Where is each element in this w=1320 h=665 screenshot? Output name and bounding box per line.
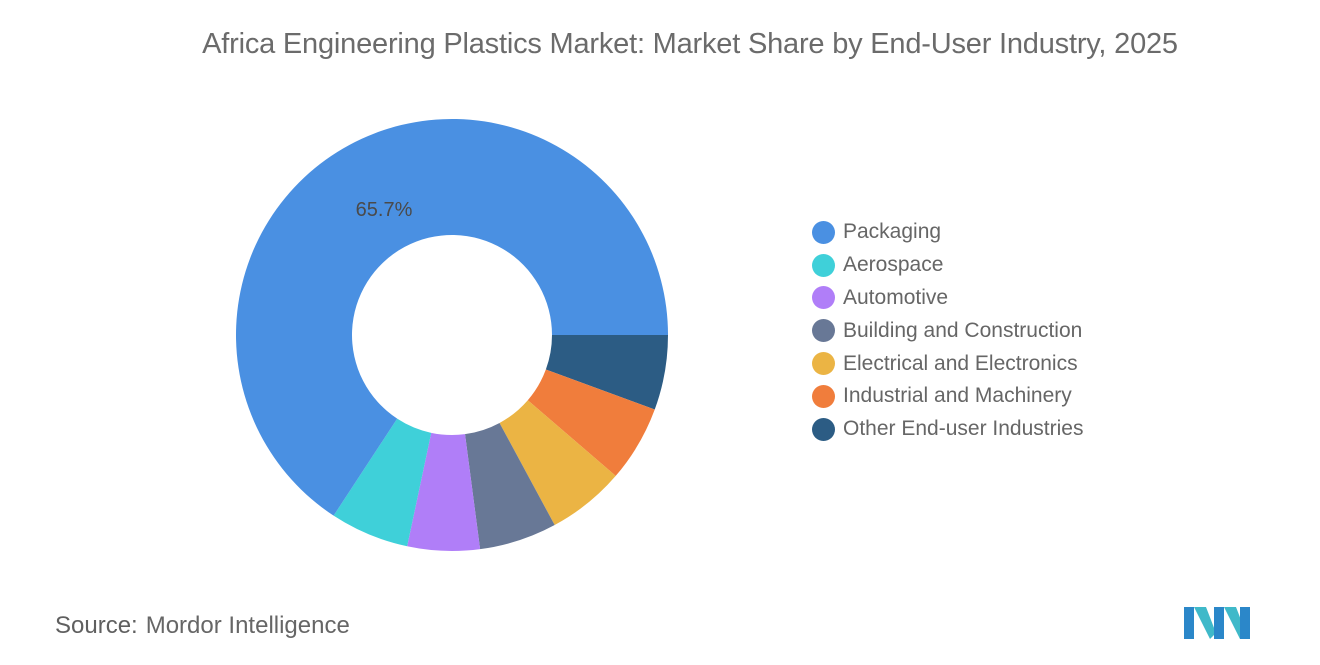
legend-label: Aerospace (843, 253, 944, 277)
legend-item-automotive: Automotive (812, 282, 1083, 315)
legend-swatch-icon (812, 286, 835, 310)
legend-label: Industrial and Machinery (843, 384, 1072, 408)
donut-chart: 65.7% (236, 119, 668, 551)
slice-other-end-user-industries (545, 335, 668, 410)
slice-aerospace (333, 418, 432, 547)
legend-item-electrical-and-electronics: Electrical and Electronics (812, 347, 1083, 380)
legend-label: Other End-user Industries (843, 417, 1084, 441)
slice-electrical-and-electronics (499, 400, 616, 526)
chart-title: Africa Engineering Plastics Market: Mark… (202, 28, 1178, 60)
legend: Packaging Aerospace Automotive Building and… (812, 216, 1083, 446)
legend-swatch-icon (812, 352, 835, 376)
legend-item-building-and-construction: Building and Construction (812, 314, 1083, 347)
slice-building-and-construction (465, 422, 555, 550)
legend-item-industrial-and-machinery: Industrial and Machinery (812, 380, 1083, 413)
legend-label: Automotive (843, 285, 949, 309)
legend-swatch-icon (812, 417, 835, 441)
legend-swatch-icon (812, 384, 835, 408)
source-value: Mordor Intelligence (145, 612, 350, 639)
mordor-logo-icon (1184, 607, 1250, 639)
donut-slices (236, 119, 668, 551)
legend-swatch-icon (812, 253, 835, 277)
legend-label: Building and Construction (843, 318, 1083, 342)
slice-packaging (236, 119, 668, 516)
legend-swatch-icon (812, 220, 835, 244)
legend-item-aerospace: Aerospace (812, 249, 1083, 282)
slice-industrial-and-machinery (527, 369, 655, 476)
source-note: Source: Mordor Intelligence (55, 612, 350, 640)
data-label-packaging: 65.7% (356, 199, 413, 221)
slice-automotive (407, 432, 481, 551)
legend-item-packaging: Packaging (812, 216, 1083, 249)
legend-item-other-end-user-industries: Other End-user Industries (812, 413, 1083, 446)
legend-label: Electrical and Electronics (843, 351, 1078, 375)
legend-label: Packaging (843, 220, 942, 244)
legend-swatch-icon (812, 319, 835, 343)
source-label: Source: (55, 612, 138, 639)
